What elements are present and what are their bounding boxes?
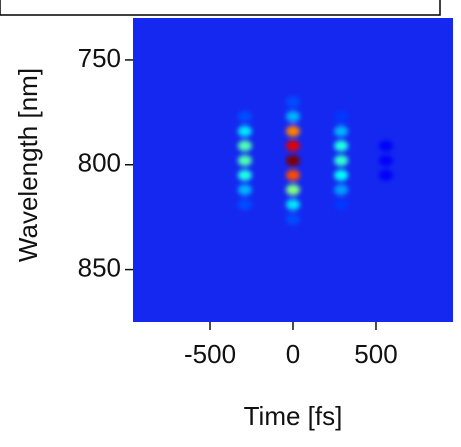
y-tick-label: 800 [78,148,121,178]
y-axis-label: Wavelength [nm] [13,68,43,262]
heat-spot [237,169,252,181]
heat-spot [334,125,349,137]
heat-spot [334,140,349,152]
heat-spot [334,199,349,211]
x-axis-label: Time [fs] [244,401,343,431]
heatmap-layer [237,96,393,225]
heat-spot [286,169,300,181]
heat-spot [237,111,252,123]
heat-spot [286,199,300,211]
heat-spot [237,199,252,211]
x-tick-label: 0 [286,339,300,369]
x-tick-label: -500 [184,339,236,369]
legend-box [0,0,441,16]
heat-spot [237,184,252,196]
heat-spot [286,125,300,137]
heat-spot [286,111,300,123]
y-tick-label: 750 [78,43,121,73]
heat-spot [286,184,300,196]
heat-spot [378,169,393,181]
y-tick-label: 850 [78,252,121,282]
heat-spot [237,140,252,152]
heat-spot [286,213,300,225]
heat-spot [237,155,252,167]
heat-spot [334,169,349,181]
heat-spot [286,140,300,152]
heat-spot [334,111,349,123]
heat-spot [334,155,349,167]
heat-spot [378,140,393,152]
heat-spot [334,184,349,196]
heat-spot [237,125,252,137]
heat-spot [378,155,393,167]
heat-spot [286,96,300,108]
x-tick-label: 500 [354,339,397,369]
heat-spot [286,155,300,167]
